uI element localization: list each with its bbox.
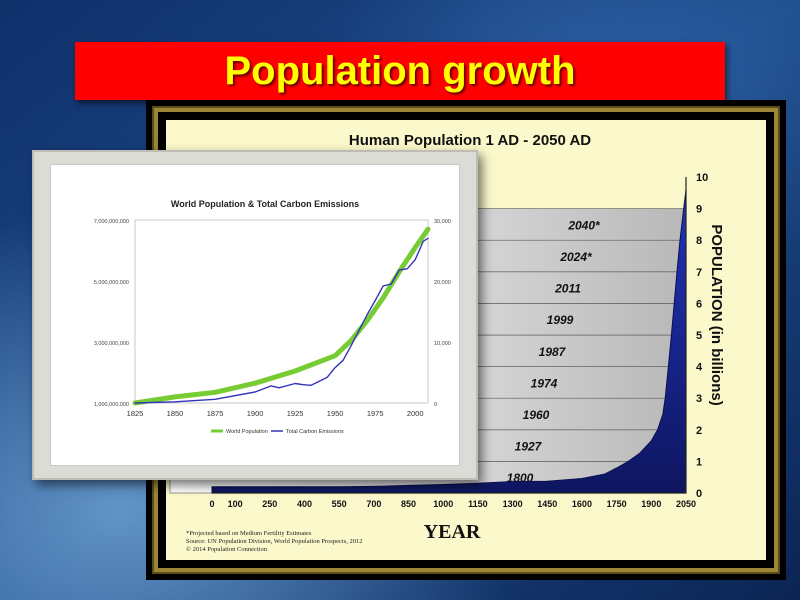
x-tick-label: 2000: [407, 409, 424, 418]
footnote-projection: *Projected based on Medium Fertility Est…: [186, 530, 312, 537]
x-tick-label: 1925: [287, 409, 304, 418]
left-y-tick-label: 3,000,000,000: [94, 341, 129, 347]
y-tick-label: 1: [696, 456, 702, 468]
y-tick-label: 2: [696, 425, 702, 437]
population-area: [211, 189, 687, 494]
slide-title: Population growth: [224, 48, 576, 93]
left-y-tick-label: 7,000,000,000: [94, 219, 129, 225]
x-tick-label: 1750: [607, 499, 627, 509]
right-y-tick-label: 30,000: [434, 219, 451, 225]
x-tick-label: 1850: [167, 409, 184, 418]
right-y-tick-label: 10,000: [434, 341, 451, 347]
carbon-chart: World Population & Total Carbon Emission…: [94, 199, 451, 435]
y-tick-label: 5: [696, 330, 702, 342]
y-tick-label: 8: [696, 235, 702, 247]
y-tick-label: 10: [696, 172, 708, 184]
y-tick-label: 4: [696, 362, 703, 374]
milestone-label: 1927: [515, 440, 543, 454]
x-tick-label: 700: [366, 499, 381, 509]
milestone-label: 1960: [523, 408, 550, 422]
population-chart-title: Human Population 1 AD - 2050 AD: [349, 132, 591, 149]
x-tick-label: 550: [332, 499, 347, 509]
y-tick-label: 7: [696, 267, 702, 279]
carbon-plot-area: [134, 219, 429, 404]
x-tick-label: 2050: [676, 499, 696, 509]
x-tick-label: 0: [209, 499, 214, 509]
milestone-label: 1999: [547, 313, 574, 327]
inset-photo-frame: World Population & Total Carbon Emission…: [32, 150, 478, 480]
footnote-source: Source: UN Population Division, World Po…: [186, 538, 362, 545]
x-tick-label: 1000: [433, 499, 453, 509]
milestone-label: 2011: [554, 282, 581, 296]
milestone-label: 2024*: [559, 250, 593, 264]
slide-title-bar: Population growth: [75, 42, 725, 100]
world-population-line: [132, 226, 431, 406]
x-tick-label: 250: [262, 499, 277, 509]
x-tick-label: 100: [228, 499, 243, 509]
left-y-tick-label: 5,000,000,000: [94, 280, 129, 286]
x-tick-label: 1600: [572, 499, 592, 509]
left-y-tick-label: 1,000,000,000: [94, 402, 129, 408]
x-tick-label: 400: [297, 499, 312, 509]
x-tick-label: 1300: [503, 499, 523, 509]
y-tick-label: 6: [696, 298, 702, 310]
footnote-copyright: © 2014 Population Connection: [186, 546, 268, 553]
milestone-label: 2040*: [567, 218, 601, 232]
population-y-axis-label: POPULATION (in billions): [708, 224, 725, 405]
y-tick-label: 0: [696, 488, 702, 500]
right-y-tick-label: 0: [434, 402, 437, 408]
population-x-axis-label: YEAR: [424, 521, 481, 543]
carbon-chart-card: World Population & Total Carbon Emission…: [50, 164, 460, 466]
y-tick-label: 9: [696, 204, 702, 216]
legend-label: World Population: [226, 429, 268, 435]
x-tick-label: 1825: [127, 409, 144, 418]
carbon-chart-title: World Population & Total Carbon Emission…: [171, 199, 359, 209]
legend-label: Total Carbon Emissions: [286, 429, 344, 435]
x-tick-label: 1450: [537, 499, 557, 509]
x-tick-label: 1950: [327, 409, 344, 418]
right-y-tick-label: 20,000: [434, 280, 451, 286]
milestone-label: 1987: [539, 345, 567, 359]
x-tick-label: 1900: [641, 499, 661, 509]
carbon-emissions-line: [134, 237, 429, 404]
x-tick-label: 1150: [468, 499, 488, 509]
x-tick-label: 850: [401, 499, 416, 509]
milestone-label: 1974: [531, 376, 558, 390]
y-tick-label: 3: [696, 393, 702, 405]
x-tick-label: 1975: [367, 409, 384, 418]
x-tick-label: 1900: [247, 409, 264, 418]
x-tick-label: 1875: [207, 409, 224, 418]
